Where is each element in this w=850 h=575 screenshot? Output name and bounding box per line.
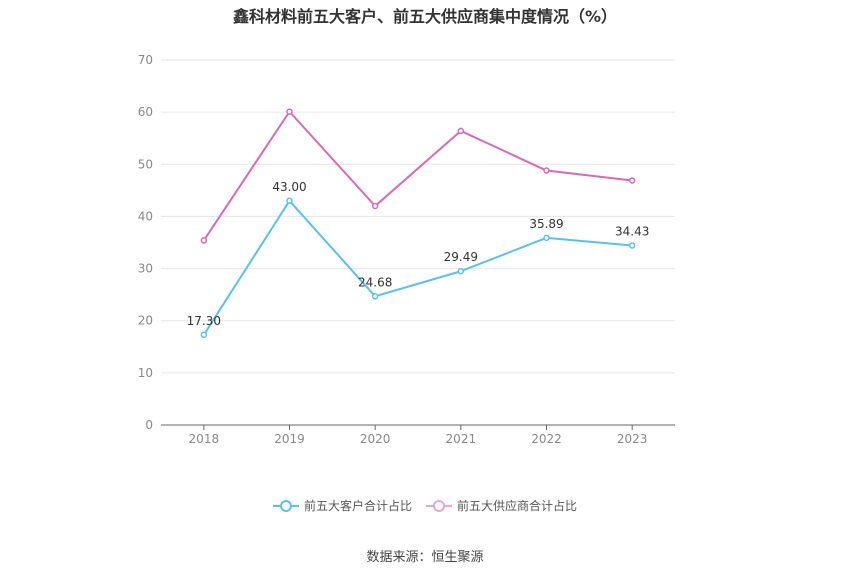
series-point-1: [457, 127, 465, 135]
y-tick-label: 60: [138, 105, 153, 119]
series: [200, 108, 636, 339]
series-point-0: [457, 267, 465, 275]
y-tick-label: 10: [138, 366, 153, 380]
legend: 前五大客户合计占比 前五大供应商合计占比: [0, 497, 850, 514]
y-tick-label: 0: [145, 418, 153, 432]
series-point-1: [200, 237, 208, 244]
y-tick-label: 40: [138, 209, 153, 223]
legend-marker-suppliers: [426, 499, 452, 512]
legend-label-customers: 前五大客户合计占比: [303, 499, 412, 513]
x-tick-label: 2023: [617, 432, 648, 446]
series-point-0: [371, 293, 379, 300]
y-tick-label: 70: [138, 53, 153, 67]
data-label: 29.49: [444, 250, 478, 264]
series-point-0: [286, 197, 293, 205]
data-label: 24.68: [358, 275, 392, 289]
x-tick-label: 2019: [274, 432, 305, 446]
x-tick-label: 2022: [531, 432, 562, 446]
series-point-1: [286, 108, 293, 115]
data-labels: 17.30 43.00 24.68 29.49 35.89 34.43: [187, 180, 650, 328]
series-line-1: [203, 110, 633, 241]
legend-label-suppliers: 前五大供应商合计占比: [457, 499, 578, 513]
series-point-0: [200, 331, 208, 339]
x-tick-label: 2021: [446, 432, 477, 446]
legend-marker-customers: [272, 499, 299, 512]
axes: 0 10 20 30 40 50 60 70 2018 2019 2020 2021 2022 2023: [138, 53, 675, 446]
y-tick-label: 20: [138, 314, 153, 328]
data-label: 43.00: [272, 180, 306, 194]
y-tick-label: 50: [138, 157, 153, 171]
series-point-0: [628, 242, 636, 249]
series-point-1: [371, 202, 379, 210]
grid-lines: [161, 59, 675, 374]
data-label: 17.30: [187, 314, 221, 328]
data-source: 数据来源：恒生聚源: [366, 550, 484, 565]
series-point-1: [543, 167, 550, 174]
data-label: 35.89: [529, 217, 563, 231]
x-tick-label: 2020: [360, 432, 391, 446]
legend-item-customers[interactable]: 前五大客户合计占比: [272, 497, 412, 514]
x-tick-label: 2018: [189, 432, 220, 446]
chart-title: 鑫科材料前五大客户、前五大供应商集中度情况（%）: [232, 7, 618, 26]
y-tick-label: 30: [138, 262, 153, 276]
legend-item-suppliers[interactable]: 前五大供应商合计占比: [426, 497, 577, 514]
series-point-1: [628, 177, 636, 184]
series-point-0: [543, 234, 550, 242]
series-line-0: [202, 199, 633, 336]
data-label: 34.43: [615, 224, 649, 238]
